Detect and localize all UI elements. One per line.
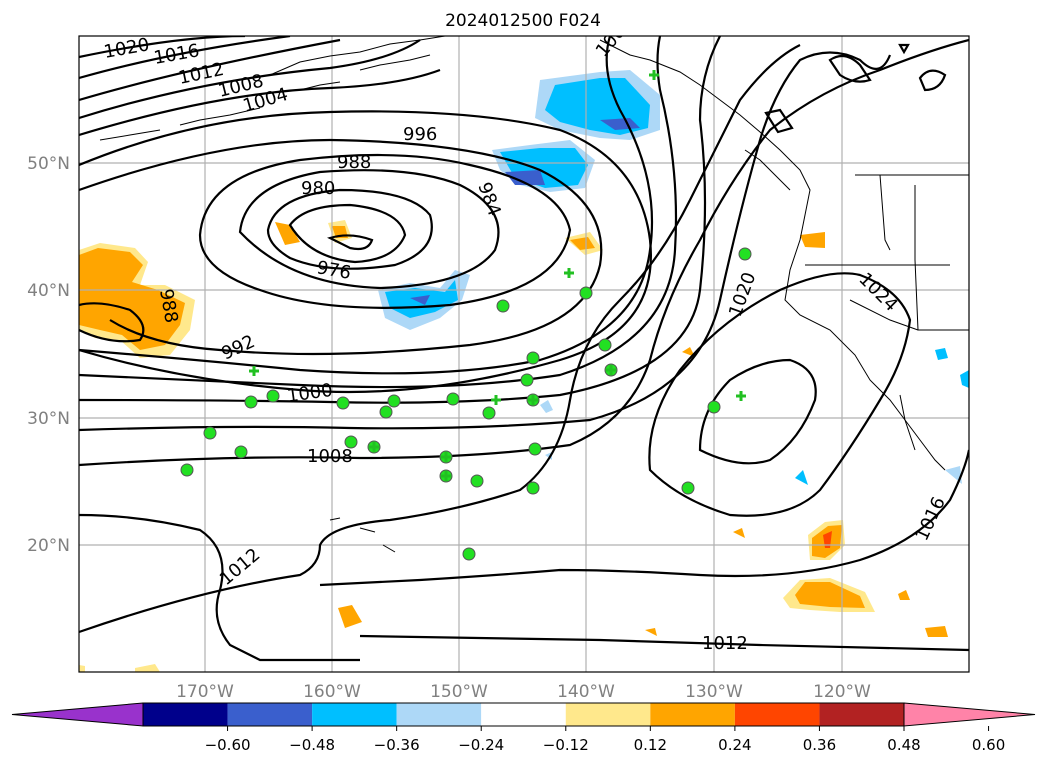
colorbar-extend-low [11,702,144,727]
graticule [79,36,969,672]
isobar-label: 996 [403,124,437,145]
colorbar-tick-label: 0.60 [972,736,1005,754]
colorbar-segment [143,703,228,726]
lon-label: 120°W [813,682,871,702]
colorbar-tick-label: −0.12 [543,736,589,754]
station-markers [180,247,752,561]
lat-label: 40°N [27,281,70,301]
lon-label: 160°W [303,682,361,702]
colorbar-tick-label: 0.48 [887,736,920,754]
colorbar-tick-label: 0.36 [803,736,836,754]
colorbar-tick-label: −0.24 [458,736,504,754]
latitude-labels: 50°N 40°N 30°N 20°N [27,154,70,556]
lon-label: 140°W [557,682,615,702]
isobar-label: 1008 [307,446,353,467]
colorbar-segment [396,703,482,726]
colorbar-tick-label: 0.24 [718,736,751,754]
isobar-label: 980 [301,178,335,199]
colorbar-segment [227,703,313,726]
colorbar-outline [142,702,905,727]
map-title: 2024012500 F024 [445,11,601,31]
colorbar-tick-label: 0.12 [634,736,667,754]
colorbar: −0.60 −0.48 −0.36 −0.24 −0.12 0.12 0.24 0.36 0.4… [11,702,1036,754]
longitude-labels: 170°W 160°W 150°W 140°W 130°W 120°W [176,682,871,702]
colorbar-tick-label: −0.36 [374,736,420,754]
lon-label: 130°W [685,682,743,702]
colorbar-segment [819,703,904,726]
lat-label: 50°N [27,154,70,174]
colorbar-tick-label: −0.48 [289,736,335,754]
anomaly-shading [79,70,969,672]
station-crosses [249,70,746,481]
map-area: 1020 1016 1012 1008 1004 996 988 980 984… [79,36,969,672]
isobars [79,36,969,662]
colorbar-extend-high [903,702,1036,727]
colorbar-segment [565,703,651,726]
lon-label: 150°W [430,682,488,702]
colorbar-segment [312,703,397,726]
isobar-label: 1012 [702,633,748,654]
lat-label: 20°N [27,536,70,556]
map-frame [78,35,970,673]
colorbar-segment [650,703,735,726]
isobar-label: 988 [337,152,371,173]
colorbar-segment [481,703,566,726]
colorbar-segment [734,703,820,726]
lon-label: 170°W [176,682,234,702]
colorbar-tick-label: −0.60 [205,736,251,754]
lat-label: 30°N [27,409,70,429]
